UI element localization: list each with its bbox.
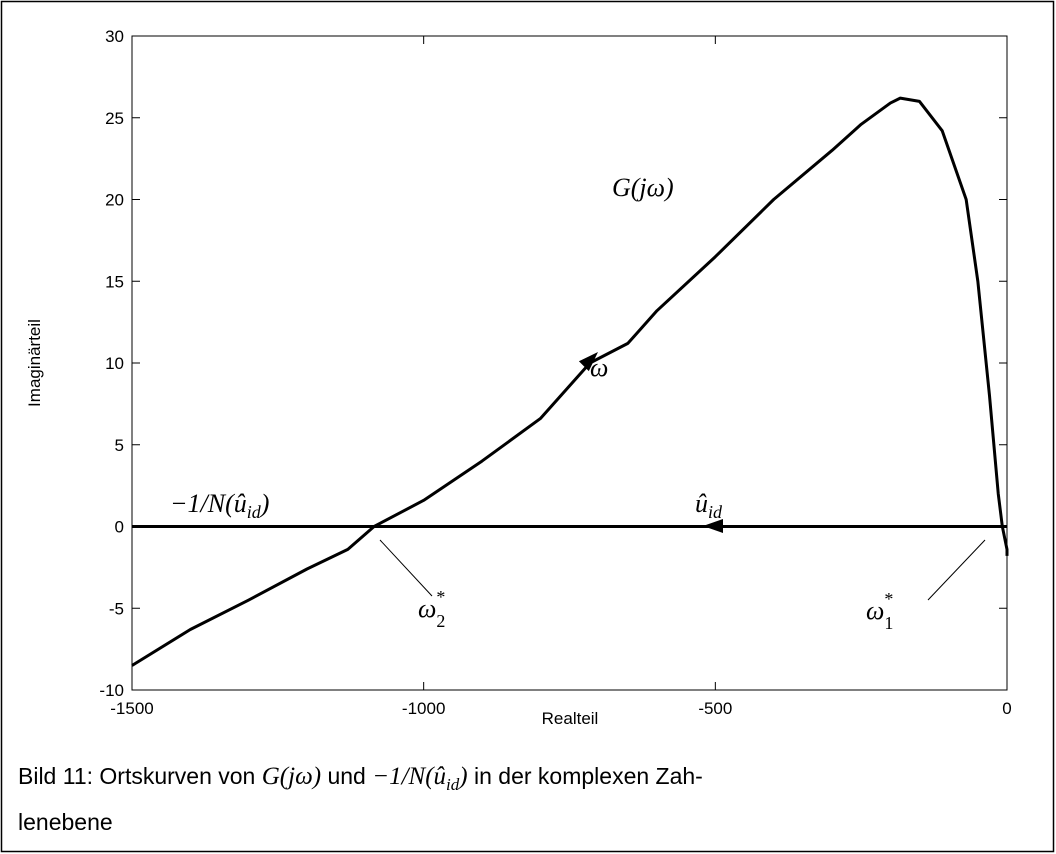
y-tick-label: 25 — [105, 109, 124, 128]
y-tick-label: 20 — [105, 191, 124, 210]
caption-text: in der komplexen Zah- — [468, 763, 703, 789]
annotation-text: G(jω) — [612, 173, 674, 202]
caption-text: id — [446, 775, 460, 794]
annotation: ω* 1 — [866, 589, 893, 633]
y-tick-label: 10 — [105, 354, 124, 373]
y-axis-label: Imaginärteil — [25, 319, 44, 407]
caption-text: ) — [457, 763, 467, 790]
x-axis-label: Realteil — [542, 709, 599, 728]
caption-text: lenebene — [18, 809, 113, 835]
annotation-text: −1/N(û — [170, 489, 247, 518]
annotation-text: ) — [259, 489, 270, 518]
annotation-text: ω — [866, 596, 884, 625]
x-tick-label: -1000 — [402, 699, 445, 718]
caption-text: G(jω) — [262, 763, 321, 790]
x-tick-label: 0 — [1002, 699, 1011, 718]
annotation-sup: * — [884, 589, 893, 609]
annotation: ω* 2 — [418, 587, 445, 631]
caption: Bild 11: Ortskurven von G(jω) und −1/N(û… — [18, 763, 703, 794]
annotation: −1/N(ûid) — [170, 489, 269, 522]
y-tick-label: 5 — [115, 436, 124, 455]
caption-text: −1/N(û — [372, 763, 446, 790]
leader-line — [927, 539, 986, 601]
annotation-sub: 2 — [436, 611, 445, 631]
leader-line — [379, 539, 433, 597]
curve — [131, 96, 1009, 667]
x-tick-label: -1500 — [110, 699, 153, 718]
y-tick-label: 15 — [105, 272, 124, 291]
y-tick-label: 0 — [115, 518, 124, 537]
annotation-sub: id — [708, 502, 723, 522]
annotation-sub: id — [247, 502, 262, 522]
annotation-sup: * — [436, 587, 445, 607]
x-tick-label: -500 — [698, 699, 732, 718]
annotation-text: ω — [590, 353, 608, 382]
y-tick-label: 30 — [105, 27, 124, 46]
annotation-sub: 1 — [884, 613, 893, 633]
direction-arrow — [578, 352, 598, 372]
y-tick-label: -10 — [99, 681, 124, 700]
annotation: ω — [590, 353, 608, 382]
caption: lenebene — [18, 809, 113, 835]
annotation: ûid — [695, 489, 723, 522]
y-tick-label: -5 — [109, 599, 124, 618]
annotation-text: ω — [418, 594, 436, 623]
annotation-text: û — [695, 489, 708, 518]
caption-text: Bild 11: Ortskurven von — [18, 763, 262, 789]
annotation: G(jω) — [612, 173, 674, 202]
caption-text: und — [321, 763, 372, 789]
direction-arrow — [703, 519, 723, 533]
